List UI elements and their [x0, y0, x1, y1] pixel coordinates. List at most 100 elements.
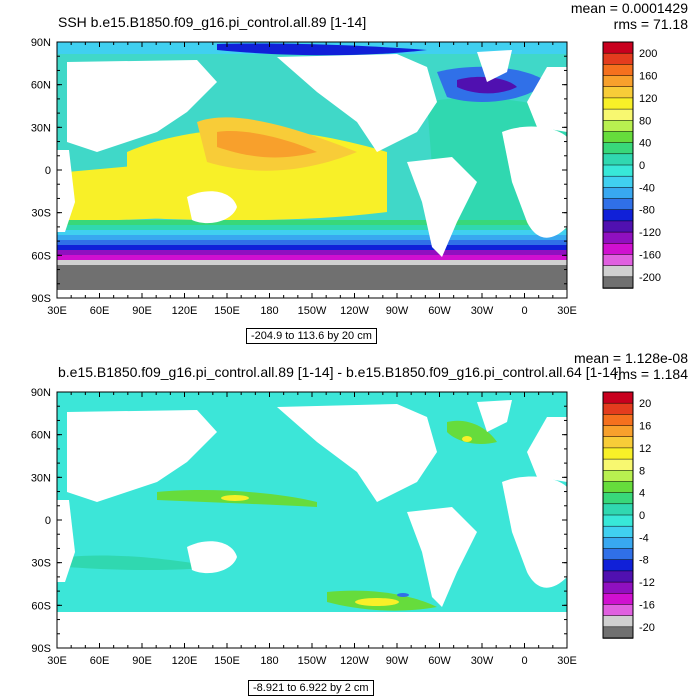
x-tick-label: 120W	[340, 655, 369, 667]
bottom-range-note: -8.921 to 6.922 by 2 cm	[248, 680, 374, 696]
land-mass	[67, 410, 217, 502]
x-tick-label: 90W	[386, 305, 409, 317]
colorbar-frame	[602, 41, 634, 289]
land-mass	[502, 126, 567, 238]
colorbar-label: -120	[639, 227, 661, 239]
top-mean-stat: mean = 0.0001429	[570, 0, 688, 16]
colorbar-swatch	[602, 108, 634, 122]
land-mass	[407, 507, 477, 607]
southern-band	[57, 240, 567, 246]
anomaly-patch	[355, 598, 399, 606]
southern-band	[57, 245, 567, 251]
southern-band	[57, 225, 567, 231]
land-mass	[277, 404, 437, 502]
x-tick-label: 60W	[428, 305, 451, 317]
colorbar-swatch	[602, 604, 634, 617]
colorbar-label: 160	[639, 71, 657, 83]
land-mass	[502, 476, 567, 588]
colorbar-swatch	[602, 391, 634, 404]
colorbar-swatch	[602, 164, 634, 177]
colorbar-label: 80	[639, 115, 651, 127]
x-tick-label: 30E	[47, 305, 67, 317]
colorbar-label: 200	[639, 48, 657, 60]
y-tick-label: 90S	[31, 293, 51, 305]
colorbar-swatch	[602, 231, 634, 245]
colorbar-label: -16	[639, 599, 655, 611]
x-tick-label: 150W	[298, 305, 327, 317]
y-tick-label: 60S	[31, 600, 51, 612]
x-tick-label: 60W	[428, 655, 451, 667]
top-map-svg: 30E 60E 90E 120E 150E 180 150W 120W 90W 60W 30W 0 30…	[31, 37, 661, 317]
x-tick-label: 90E	[132, 655, 152, 667]
colorbar-swatch	[602, 525, 634, 539]
top-range-note: -204.9 to 113.6 by 20 cm	[246, 328, 377, 344]
colorbar-label: 16	[639, 421, 651, 433]
x-tick-label: 30W	[471, 305, 494, 317]
x-tick-label: 120E	[172, 305, 198, 317]
x-tick-label: 90W	[386, 655, 409, 667]
x-tick-label: 120W	[340, 305, 369, 317]
colorbar-swatch	[602, 425, 634, 438]
y-tick-label: 60N	[31, 80, 51, 92]
colorbar-swatch	[602, 198, 634, 211]
colorbar-label: 0	[639, 160, 645, 172]
x-tick-label: 150W	[298, 655, 327, 667]
x-tick-label: 30E	[557, 305, 577, 317]
colorbar-swatch	[602, 52, 634, 66]
land-mass	[477, 50, 512, 82]
x-tick-label: 150E	[214, 655, 240, 667]
colorbar-swatch	[602, 131, 634, 144]
colorbar-swatch	[602, 265, 634, 278]
colorbar-swatch	[602, 120, 634, 133]
colorbar-label: 120	[639, 93, 657, 105]
y-tick-label: 90S	[31, 643, 51, 655]
y-tick-label: 0	[45, 515, 51, 527]
colorbar-swatch	[602, 626, 634, 639]
colorbar-swatch	[602, 447, 634, 460]
colorbar-swatch	[602, 187, 634, 200]
top-map-panel: SSH b.e15.B1850.f09_g16.pi_control.all.8…	[31, 0, 688, 344]
colorbar-swatch	[602, 209, 634, 222]
colorbar-swatch	[602, 458, 634, 472]
colorbar-swatch	[602, 41, 634, 54]
x-tick-label: 180	[260, 305, 278, 317]
y-tick-label: 0	[45, 165, 51, 177]
y-tick-label: 60N	[31, 430, 51, 442]
colorbar-label: 0	[639, 510, 645, 522]
colorbar-swatch	[602, 570, 634, 583]
colorbar-label: -160	[639, 249, 661, 261]
y-tick-label: 90N	[31, 387, 51, 399]
colorbar-swatch	[602, 559, 634, 572]
colorbar-label: 8	[639, 465, 645, 477]
colorbar-label: -80	[639, 205, 655, 217]
x-tick-label: 30E	[47, 655, 67, 667]
land-mass	[187, 191, 237, 224]
anomaly-patch	[67, 555, 217, 571]
y-tick-label: 60S	[31, 250, 51, 262]
colorbar-swatch	[602, 581, 634, 595]
anomaly-patch	[447, 420, 497, 444]
top-rms-stat: rms = 71.18	[613, 16, 688, 32]
southern-band	[57, 220, 567, 226]
anomaly-patch	[397, 593, 409, 597]
colorbar-swatch	[602, 254, 634, 267]
land-mass	[277, 54, 437, 152]
colorbar-swatch	[602, 481, 634, 494]
top-map-title: SSH b.e15.B1850.f09_g16.pi_control.all.8…	[58, 14, 367, 30]
colorbar-swatch	[602, 86, 634, 99]
x-tick-label: 30E	[557, 655, 577, 667]
southern-band	[57, 265, 567, 271]
contour-band	[217, 131, 317, 158]
x-tick-label: 150E	[214, 305, 240, 317]
colorbar-swatch	[602, 537, 634, 550]
colorbar-label: -20	[639, 622, 655, 634]
x-tick-label: 90E	[132, 305, 152, 317]
colorbar-swatch	[602, 615, 634, 628]
colorbar-label: 12	[639, 443, 651, 455]
contour-band	[67, 162, 197, 222]
y-tick-label: 90N	[31, 37, 51, 49]
colorbar-swatch	[602, 492, 634, 505]
colorbar-swatch	[602, 402, 634, 416]
y-tick-label: 30S	[31, 208, 51, 220]
southern-band	[57, 235, 567, 241]
